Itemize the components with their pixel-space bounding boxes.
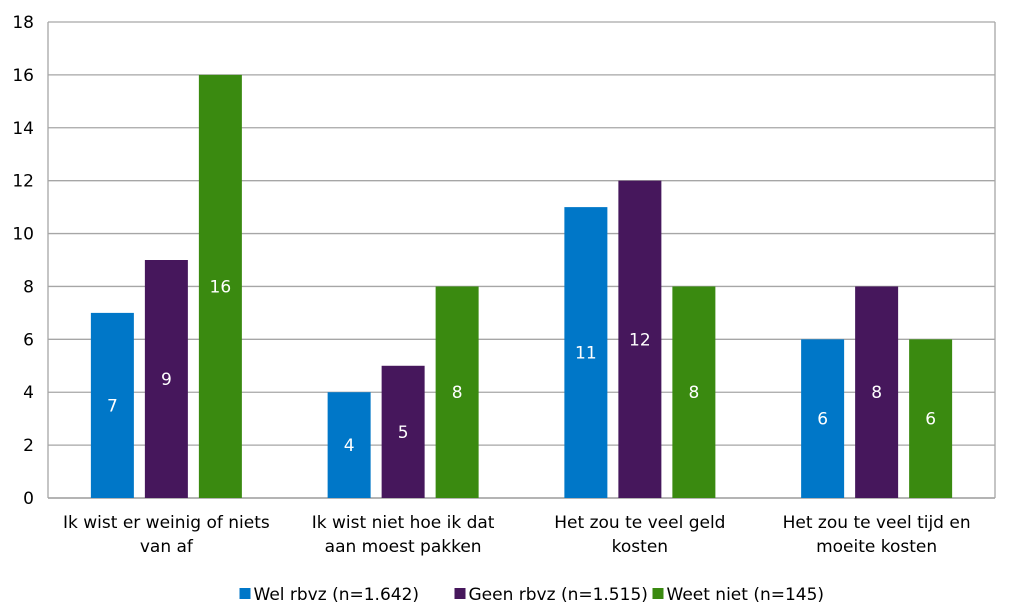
bar-value-label: 8 <box>688 383 699 403</box>
bar-value-label: 4 <box>344 436 355 456</box>
bar-value-label: 12 <box>629 330 651 350</box>
legend-label: Weet niet (n=145) <box>667 585 825 605</box>
bar <box>618 180 662 498</box>
y-tick-label: 0 <box>23 489 34 509</box>
bar-value-labels: 7 9 16 4 5 8 11 12 8 6 8 6 <box>107 277 936 456</box>
bar-value-label: 7 <box>107 396 118 416</box>
y-tick-label: 10 <box>12 225 34 245</box>
bar <box>801 339 845 498</box>
bar <box>90 312 134 498</box>
legend-label: Geen rbvz (n=1.515) <box>469 585 648 605</box>
bar <box>909 339 953 498</box>
bar-value-label: 16 <box>210 277 232 297</box>
x-category-label: aan moest pakken <box>325 537 482 557</box>
legend-swatch <box>652 588 664 599</box>
legend-label: Wel rbvz (n=1.642) <box>254 585 420 605</box>
bar-value-label: 8 <box>871 383 882 403</box>
legend-swatch <box>454 588 466 599</box>
bar-value-label: 6 <box>817 410 828 430</box>
bar-value-label: 6 <box>925 410 936 430</box>
bar <box>327 392 371 498</box>
bar <box>564 207 608 498</box>
bar-value-label: 8 <box>452 383 463 403</box>
y-axis-tick-labels: 0 2 4 6 8 10 12 14 16 18 <box>12 13 34 509</box>
y-tick-label: 12 <box>12 172 34 192</box>
y-tick-label: 8 <box>23 277 34 297</box>
legend-swatch <box>239 588 251 599</box>
legend: Wel rbvz (n=1.642) Geen rbvz (n=1.515) Wee… <box>239 585 825 605</box>
x-category-label: moeite kosten <box>816 537 937 557</box>
y-tick-label: 4 <box>23 383 34 403</box>
gridlines <box>47 21 996 499</box>
y-tick-label: 18 <box>12 13 34 33</box>
y-tick-label: 14 <box>12 119 34 139</box>
x-category-label: Ik wist er weinig of niets <box>63 513 270 533</box>
x-category-label: Het zou te veel tijd en <box>783 513 971 533</box>
bar-value-label: 5 <box>398 423 409 443</box>
bar-value-label: 9 <box>161 370 172 390</box>
x-category-label: Ik wist niet hoe ik dat <box>312 513 495 533</box>
x-axis-category-labels: Ik wist er weinig of niets van af Ik wist … <box>63 513 971 557</box>
x-category-label: Het zou te veel geld <box>554 513 725 533</box>
y-tick-label: 6 <box>23 330 34 350</box>
bar <box>381 365 425 498</box>
bar <box>144 260 188 498</box>
x-category-label: van af <box>140 537 194 557</box>
bar <box>672 286 716 498</box>
bar <box>198 74 242 498</box>
y-tick-label: 2 <box>23 436 34 456</box>
bar <box>435 286 479 498</box>
bars <box>90 74 953 498</box>
bar-value-label: 11 <box>575 344 597 364</box>
bar <box>855 286 899 498</box>
x-category-label: kosten <box>612 537 668 557</box>
y-tick-label: 16 <box>12 66 34 86</box>
